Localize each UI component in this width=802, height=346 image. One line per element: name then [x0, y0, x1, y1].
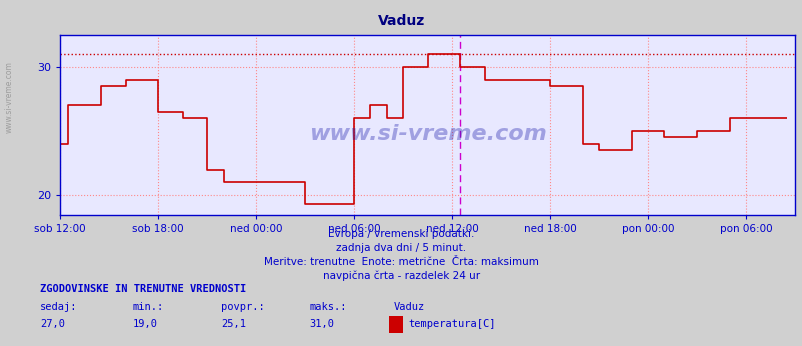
Text: maks.:: maks.: [309, 302, 346, 312]
Text: 27,0: 27,0 [40, 319, 65, 329]
Text: Meritve: trenutne  Enote: metrične  Črta: maksimum: Meritve: trenutne Enote: metrične Črta: … [264, 257, 538, 267]
Text: Vaduz: Vaduz [378, 14, 424, 28]
Text: povpr.:: povpr.: [221, 302, 264, 312]
Text: 19,0: 19,0 [132, 319, 157, 329]
Text: 31,0: 31,0 [309, 319, 334, 329]
Text: temperatura[C]: temperatura[C] [407, 319, 495, 329]
Text: navpična črta - razdelek 24 ur: navpična črta - razdelek 24 ur [322, 270, 480, 281]
Text: ZGODOVINSKE IN TRENUTNE VREDNOSTI: ZGODOVINSKE IN TRENUTNE VREDNOSTI [40, 284, 246, 294]
Text: sedaj:: sedaj: [40, 302, 78, 312]
Text: www.si-vreme.com: www.si-vreme.com [5, 62, 14, 134]
Text: Vaduz: Vaduz [393, 302, 424, 312]
Text: Evropa / vremenski podatki.: Evropa / vremenski podatki. [328, 229, 474, 239]
Text: min.:: min.: [132, 302, 164, 312]
Text: 25,1: 25,1 [221, 319, 245, 329]
Text: zadnja dva dni / 5 minut.: zadnja dva dni / 5 minut. [336, 243, 466, 253]
Text: www.si-vreme.com: www.si-vreme.com [308, 124, 546, 144]
